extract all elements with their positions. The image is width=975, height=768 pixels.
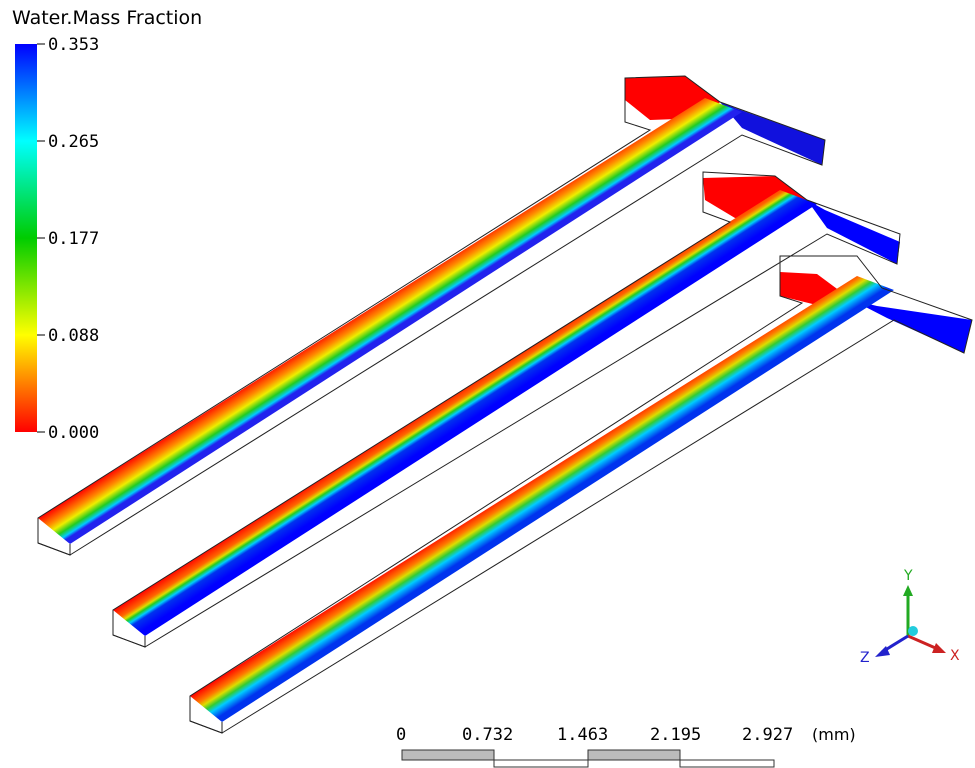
axis-label: X — [950, 648, 960, 664]
color-bar — [15, 44, 37, 432]
scale-label: 0 — [396, 725, 406, 745]
axis-label: Y — [903, 568, 913, 584]
scale-label: 2.195 — [650, 725, 701, 745]
tick-label: 0.000 — [48, 423, 99, 443]
scale-label: 1.463 — [557, 725, 608, 745]
tick-label: 0.265 — [48, 132, 99, 152]
legend-title: Water.Mass Fraction — [12, 7, 202, 29]
legend-ticks: 0.353 0.265 0.177 0.088 0.000 — [37, 35, 99, 443]
figure: Water.Mass Fraction 0.353 0.265 0.177 0.… — [0, 0, 975, 768]
axis-label: Z — [860, 650, 870, 666]
scale-label: 2.927 — [742, 725, 793, 745]
scale-label: 0.732 — [462, 725, 513, 745]
tick-label: 0.088 — [48, 326, 99, 346]
scale-unit: (mm) — [812, 725, 856, 744]
channel-1 — [38, 76, 825, 555]
scale-bar: 0 0.732 1.463 2.195 2.927 (mm) — [396, 725, 856, 767]
axis-triad: Y Z X — [860, 568, 960, 666]
tick-label: 0.177 — [48, 229, 99, 249]
tick-label: 0.353 — [48, 35, 99, 55]
